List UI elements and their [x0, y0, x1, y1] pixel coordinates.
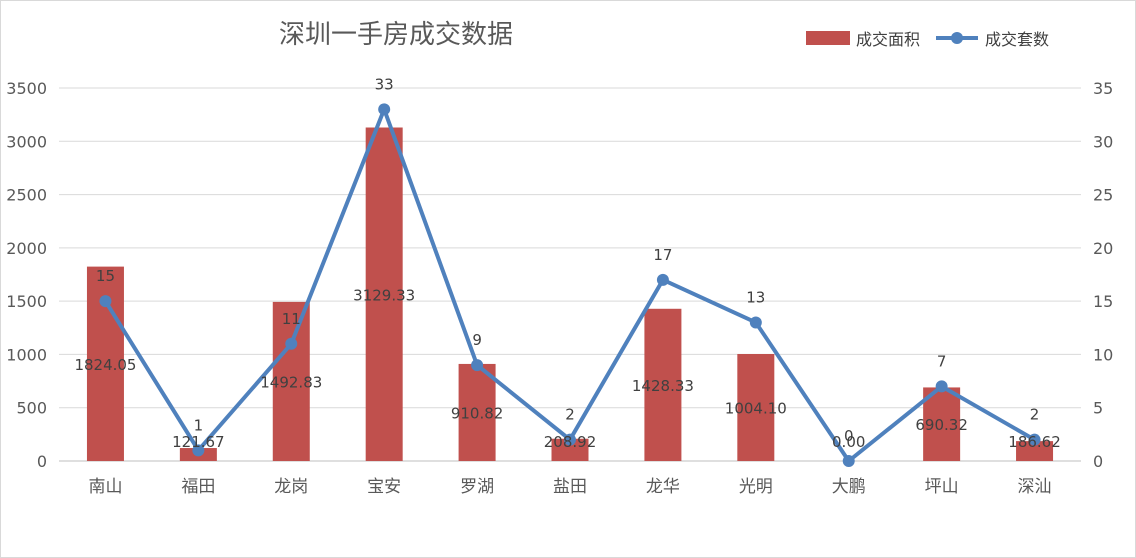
- category-labels: 南山 福田 龙岗 宝安 罗湖 盐田 龙华 光明 大鹏 坪山 深汕: [88, 477, 1051, 497]
- category-label: 盐田: [553, 477, 587, 497]
- line-data-label: 9: [472, 331, 482, 349]
- line-data-label: 13: [746, 288, 765, 306]
- category-label: 宝安: [367, 477, 401, 497]
- category-label: 光明: [739, 477, 773, 497]
- left-tick-label: 1000: [6, 345, 47, 364]
- left-tick-label: 3000: [6, 132, 47, 151]
- legend: 成交面积 成交套数: [806, 30, 1049, 49]
- line-point: [564, 433, 576, 446]
- bar: [737, 353, 775, 461]
- line-point: [285, 337, 298, 350]
- left-axis-ticks: 0 500 1000 1500 2000 2500 3000 3500: [6, 79, 47, 471]
- right-tick-label: 20: [1093, 239, 1113, 258]
- right-tick-label: 35: [1093, 79, 1113, 98]
- category-label: 南山: [88, 477, 122, 497]
- legend-bar-label: 成交面积: [856, 30, 920, 49]
- bar-data-label: 121.67: [172, 433, 225, 451]
- legend-bar-swatch: [806, 31, 850, 45]
- bar: [272, 301, 310, 461]
- bar-data-label: 910.82: [451, 404, 504, 422]
- line-point: [99, 295, 112, 308]
- bar-data-label: 690.32: [915, 416, 968, 434]
- bar-data-label: 0.00: [832, 433, 865, 451]
- bar: [644, 308, 682, 461]
- right-tick-label: 25: [1093, 186, 1113, 205]
- right-tick-label: 10: [1093, 345, 1113, 364]
- line-point: [192, 444, 205, 457]
- bar-data-label: 1492.83: [260, 373, 322, 391]
- left-tick-label: 3500: [6, 79, 47, 98]
- left-tick-label: 1500: [6, 292, 47, 311]
- right-tick-label: 0: [1093, 452, 1103, 471]
- bar-data-label: 3129.33: [353, 286, 415, 304]
- right-axis-ticks: 0 5 10 15 20 25 30 35: [1093, 79, 1113, 471]
- category-label: 坪山: [925, 477, 959, 497]
- line-point: [471, 359, 484, 372]
- line-point: [656, 273, 669, 286]
- line-data-label: 2: [565, 406, 575, 424]
- right-tick-label: 30: [1093, 132, 1113, 151]
- line-point: [1028, 433, 1041, 446]
- right-tick-label: 15: [1093, 292, 1113, 311]
- bar-data-label: 1004.10: [725, 399, 787, 417]
- category-label: 大鹏: [832, 477, 866, 497]
- line-point: [749, 316, 762, 329]
- bar: [365, 127, 403, 461]
- category-label: 龙岗: [274, 477, 308, 497]
- gridlines: [59, 87, 1081, 462]
- category-label: 福田: [181, 477, 215, 497]
- left-tick-label: 2000: [6, 239, 47, 258]
- line-series: [99, 103, 1041, 467]
- left-tick-label: 500: [16, 399, 47, 418]
- line-data-label: 33: [375, 75, 394, 93]
- data-labels: 1824.05 121.67 1492.83 3129.33 910.82 208.92 1…: [74, 75, 1060, 451]
- legend-line-marker: [951, 32, 963, 44]
- line-point: [935, 380, 948, 393]
- line-data-label: 1: [194, 416, 204, 434]
- bar-data-label: 1428.33: [632, 377, 694, 395]
- line-point: [842, 455, 855, 467]
- chart-title: 深圳一手房成交数据: [279, 20, 513, 50]
- left-tick-label: 0: [37, 452, 47, 471]
- left-tick-label: 2500: [6, 186, 47, 205]
- line-data-label: 17: [653, 246, 672, 264]
- bar: [923, 387, 961, 461]
- category-label: 深汕: [1018, 477, 1052, 497]
- category-label: 龙华: [646, 477, 680, 497]
- line-data-label: 11: [282, 310, 301, 328]
- bar: [1016, 441, 1054, 461]
- bar-data-label: 1824.05: [74, 356, 136, 374]
- line-data-label: 7: [937, 352, 947, 370]
- bar-series: [86, 127, 1054, 461]
- bar-data-label: 208.92: [544, 433, 597, 451]
- right-tick-label: 5: [1093, 399, 1103, 418]
- category-label: 罗湖: [460, 477, 494, 497]
- line-point: [378, 103, 391, 116]
- bar: [551, 438, 589, 461]
- line-data-label: 15: [96, 267, 115, 285]
- bar: [458, 363, 496, 461]
- bar-data-label: 186.62: [1008, 433, 1061, 451]
- legend-line-label: 成交套数: [985, 30, 1049, 49]
- line-data-label: 2: [1030, 406, 1040, 424]
- line-data-label: 0: [844, 427, 854, 445]
